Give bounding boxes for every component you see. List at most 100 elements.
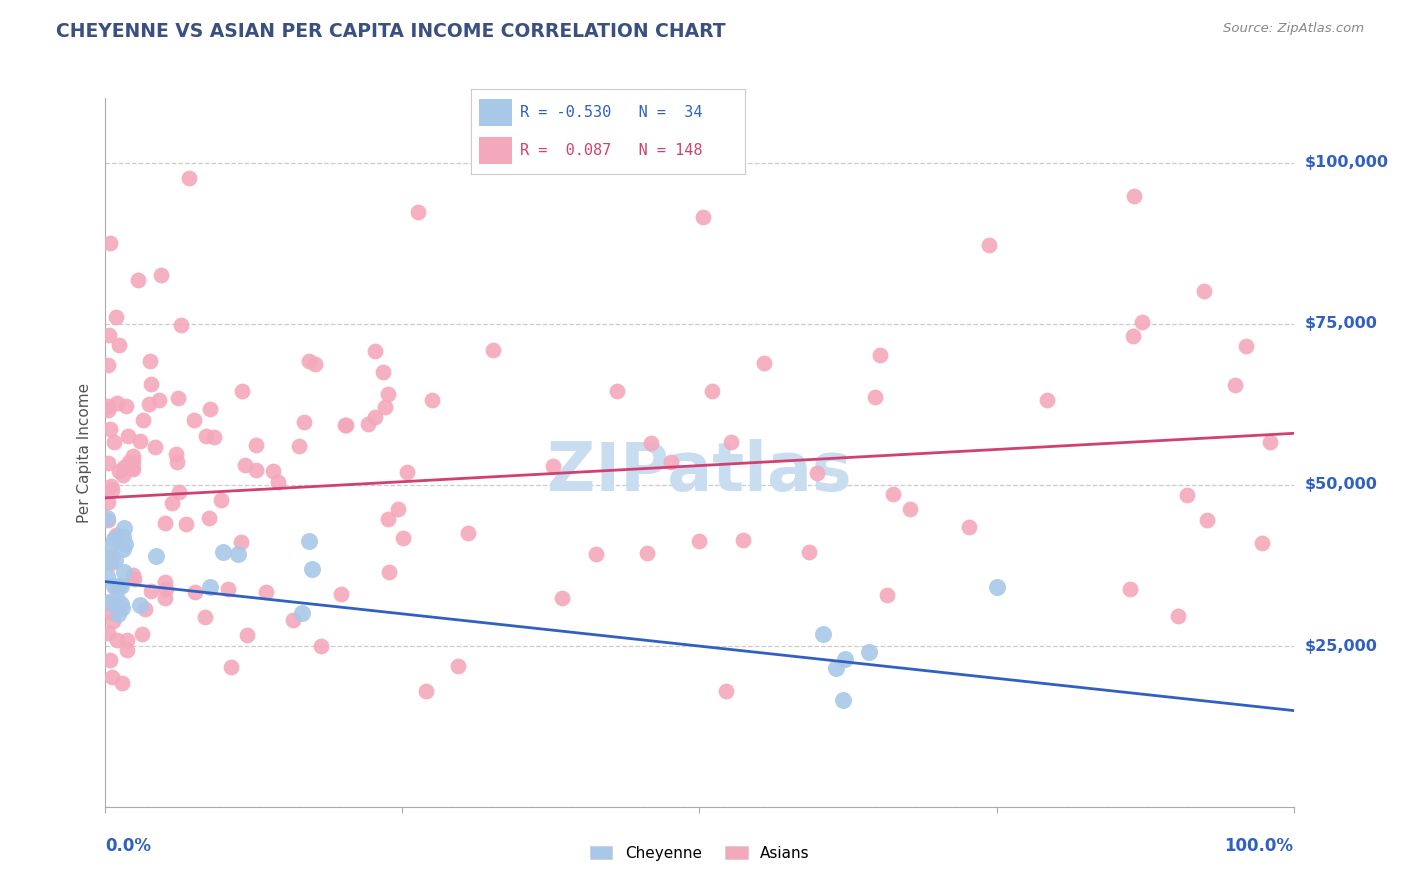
Point <box>211 545 233 559</box>
Point <box>138 397 160 411</box>
Point <box>229 535 252 549</box>
Point <box>309 639 332 653</box>
Point <box>1223 378 1246 392</box>
Point <box>198 402 221 417</box>
Point <box>184 585 207 599</box>
Point <box>977 238 1000 252</box>
Point <box>97 494 120 508</box>
Point <box>148 392 170 407</box>
Point <box>378 565 401 579</box>
Point <box>1167 609 1189 624</box>
Point <box>143 440 166 454</box>
Point <box>335 418 357 433</box>
Point <box>209 493 232 508</box>
Point <box>986 580 1008 594</box>
Legend: Cheyenne, Asians: Cheyenne, Asians <box>583 839 815 867</box>
Point <box>110 579 132 593</box>
Point <box>153 575 176 590</box>
Point <box>217 582 239 597</box>
Point <box>640 436 662 450</box>
Text: $100,000: $100,000 <box>1305 155 1389 170</box>
Point <box>100 556 122 570</box>
Point <box>114 399 136 413</box>
Point <box>231 384 253 398</box>
Point <box>104 531 127 545</box>
Point <box>165 447 187 461</box>
Point <box>457 525 479 540</box>
Point <box>112 530 135 544</box>
Y-axis label: Per Capita Income: Per Capita Income <box>77 383 93 523</box>
Point <box>267 475 290 489</box>
Point <box>112 521 135 535</box>
Point <box>134 602 156 616</box>
Point <box>754 356 776 370</box>
Point <box>117 643 139 657</box>
Point <box>636 546 658 560</box>
Point <box>153 516 176 530</box>
Point <box>176 517 198 532</box>
Point <box>1234 339 1257 353</box>
Point <box>688 534 710 549</box>
Point <box>364 344 387 359</box>
Point <box>104 597 127 611</box>
Point <box>111 676 134 690</box>
Point <box>167 391 190 405</box>
Point <box>114 537 136 551</box>
Point <box>97 513 120 527</box>
Point <box>659 455 682 469</box>
Text: $50,000: $50,000 <box>1305 477 1378 492</box>
Point <box>1119 582 1142 596</box>
Point <box>236 628 259 642</box>
Point <box>141 376 163 391</box>
Point <box>869 348 891 362</box>
Point <box>111 601 134 615</box>
Point <box>128 434 150 448</box>
Point <box>100 606 122 620</box>
Point <box>1258 434 1281 449</box>
Point <box>198 511 221 525</box>
Point <box>377 512 399 526</box>
Point <box>194 609 217 624</box>
Point <box>235 458 257 473</box>
Point <box>415 684 437 698</box>
Point <box>183 413 205 427</box>
Point <box>1175 488 1198 502</box>
Point <box>97 403 120 417</box>
Point <box>194 429 217 443</box>
Point <box>111 468 134 483</box>
Point <box>245 462 267 476</box>
Point <box>103 533 125 547</box>
Text: $25,000: $25,000 <box>1305 639 1378 654</box>
Point <box>169 485 191 500</box>
Point <box>97 541 120 555</box>
Point <box>298 354 321 368</box>
Text: R =  0.087   N = 148: R = 0.087 N = 148 <box>520 143 703 158</box>
Point <box>262 464 284 478</box>
Point <box>103 579 125 593</box>
Point <box>359 59 381 73</box>
Point <box>139 354 162 368</box>
Point <box>420 393 443 408</box>
Point <box>198 580 221 594</box>
Point <box>288 439 311 453</box>
Point <box>731 533 754 547</box>
Point <box>281 613 304 627</box>
Point <box>118 455 141 469</box>
Point <box>900 502 922 516</box>
Point <box>811 627 834 641</box>
Point <box>720 435 742 450</box>
Point <box>291 606 314 620</box>
Point <box>101 614 124 628</box>
Point <box>105 633 128 648</box>
Point <box>139 583 162 598</box>
Point <box>110 597 132 611</box>
Text: R = -0.530   N =  34: R = -0.530 N = 34 <box>520 104 703 120</box>
Point <box>100 479 122 493</box>
Point <box>97 399 120 413</box>
Point <box>112 459 135 474</box>
Point <box>129 598 152 612</box>
Point <box>96 510 118 524</box>
Point <box>112 565 135 579</box>
Point <box>103 553 125 567</box>
Point <box>108 464 131 478</box>
